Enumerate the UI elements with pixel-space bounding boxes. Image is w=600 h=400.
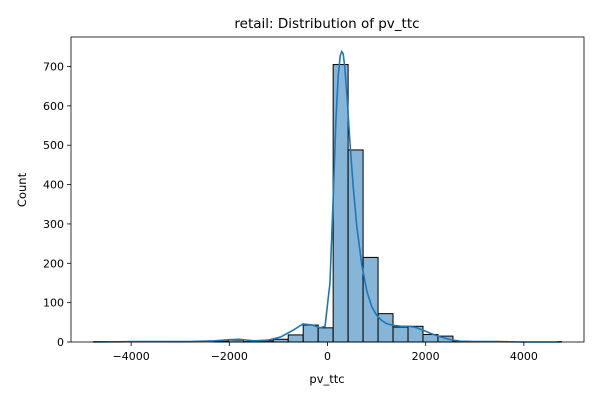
histogram-bar-14 — [302, 324, 319, 343]
y-tick-label: 600 — [43, 100, 64, 113]
kde-curve — [93, 49, 562, 343]
histogram-bar-12 — [272, 338, 289, 343]
y-tick-label: 200 — [43, 257, 64, 270]
x-axis-ticks: −4000 −2000 0 2000 4000 — [113, 342, 538, 363]
histogram-bar-19 — [377, 313, 394, 343]
y-axis-label: Count — [15, 172, 29, 207]
x-tick-label: 2000 — [412, 350, 440, 363]
histogram-bar-13 — [287, 334, 304, 343]
x-tick-label: 4000 — [510, 350, 538, 363]
histogram-bar-20 — [392, 326, 409, 343]
y-tick-label: 0 — [57, 336, 64, 349]
histogram-bar-16 — [332, 64, 349, 343]
x-tick-label: −4000 — [113, 350, 150, 363]
y-axis-ticks: 0 100 200 300 400 500 600 700 — [43, 61, 71, 349]
y-tick-label: 700 — [43, 61, 64, 74]
x-axis-label: pv_ttc — [309, 372, 344, 386]
x-tick-label: −2000 — [211, 350, 248, 363]
histogram-bar-15 — [317, 327, 334, 343]
y-tick-label: 500 — [43, 139, 64, 152]
histogram-bar-17 — [347, 149, 364, 343]
y-tick-label: 300 — [43, 218, 64, 231]
histogram-bar-18 — [362, 256, 379, 343]
y-tick-label: 400 — [43, 179, 64, 192]
histogram-bars — [93, 64, 562, 343]
x-tick-label: 0 — [324, 350, 331, 363]
y-tick-label: 100 — [43, 297, 64, 310]
chart-title: retail: Distribution of pv_ttc — [234, 16, 419, 32]
